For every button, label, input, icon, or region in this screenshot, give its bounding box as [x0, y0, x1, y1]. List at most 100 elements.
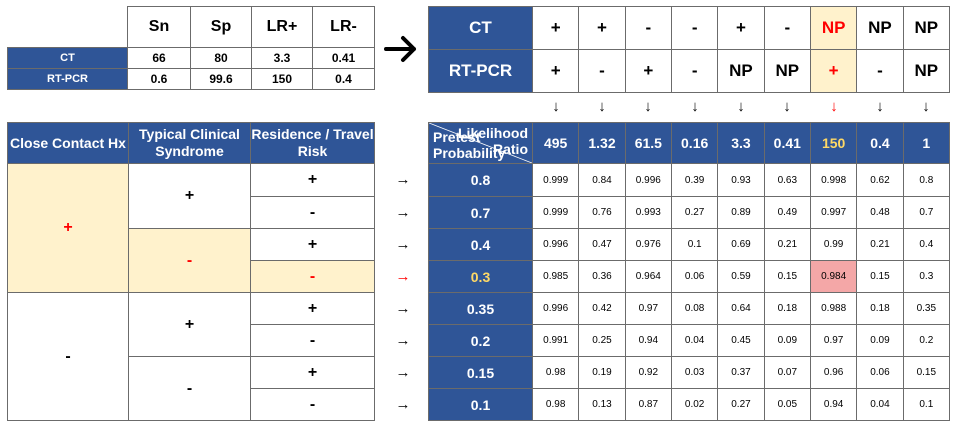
posttest-cell: 0.964 — [624, 260, 672, 293]
posttest-cell: 0.999 — [531, 196, 580, 229]
posttest-cell: 0.06 — [856, 356, 904, 389]
travel-cell: + — [250, 163, 375, 197]
contact-negative-cell: - — [7, 292, 129, 421]
posttest-cell: 0.69 — [717, 228, 765, 261]
down-arrow-icon: ↓ — [876, 98, 884, 115]
down-arrow-icon: ↓ — [552, 98, 560, 115]
posttest-cell: 0.18 — [856, 292, 904, 325]
posttest-cell: 0.99 — [809, 228, 858, 261]
down-arrow-icon: ↓ — [644, 98, 652, 115]
posttest-probability-table: Likelihood Ratio Pretest Probability 495… — [428, 122, 951, 421]
posttest-cell: 0.76 — [578, 196, 626, 229]
test-performance-table: Sn Sp LR+ LR- CT 66 80 3.3 0.41 RT-PCR 0… — [7, 6, 375, 90]
corner-label-pretest-probability: Pretest Probability — [433, 128, 506, 161]
posttest-cell: 0.2 — [902, 324, 951, 357]
posttest-cell: 0.997 — [809, 196, 858, 229]
posttest-cell: 0.84 — [578, 163, 626, 197]
posttest-row: 0.3 0.985 0.36 0.964 0.06 0.59 0.15 0.984 0.15 0.… — [428, 260, 951, 293]
combination-cell: NP — [902, 49, 951, 93]
posttest-cell: 0.63 — [763, 163, 811, 197]
corner-diagonal — [429, 123, 532, 163]
posttest-cell: 0.92 — [624, 356, 672, 389]
performance-header-lr-pos: LR+ — [251, 6, 313, 48]
combination-cell: - — [578, 49, 626, 93]
posttest-cell: 0.02 — [670, 388, 719, 421]
right-arrow-icon: → — [395, 171, 411, 188]
syndrome-cell: + — [128, 163, 251, 229]
posttest-cell: 0.13 — [578, 388, 626, 421]
posttest-cell: 0.89 — [717, 196, 765, 229]
scenario-row: - — [8, 324, 375, 357]
combination-cell: - — [856, 49, 904, 93]
likelihood-ratio-cell: 495 — [531, 122, 580, 164]
posttest-cell: 0.7 — [902, 196, 951, 229]
right-arrow-icon — [384, 36, 416, 62]
combination-cell-highlighted: + — [809, 49, 858, 93]
posttest-cell: 0.98 — [531, 356, 580, 389]
posttest-cell: 0.996 — [531, 228, 580, 261]
posttest-cell: 0.27 — [670, 196, 719, 229]
pretest-probability-cell: 0.4 — [428, 228, 533, 261]
pretest-probability-cell: 0.35 — [428, 292, 533, 325]
pretest-probability-cell: 0.2 — [428, 324, 533, 357]
scenario-row: + + + — [7, 163, 375, 293]
performance-row-label: CT — [7, 47, 128, 69]
posttest-cell: 0.49 — [763, 196, 811, 229]
combination-row-label-rtpcr: RT-PCR — [428, 49, 533, 93]
posttest-cell: 0.976 — [624, 228, 672, 261]
posttest-cell: 0.47 — [578, 228, 626, 261]
scenario-header-row: Close Contact Hx Typical Clinical Syndro… — [7, 122, 375, 164]
posttest-row: 0.8 0.999 0.84 0.996 0.39 0.93 0.63 0.998 0.62 0.… — [428, 163, 951, 197]
right-arrow-icon: → — [395, 300, 411, 317]
combination-cell: NP — [902, 6, 951, 50]
posttest-cell: 0.999 — [531, 163, 580, 197]
travel-cell: + — [250, 292, 375, 325]
posttest-cell-highlighted: 0.984 — [809, 260, 858, 293]
combination-cell-highlighted: NP — [809, 6, 858, 50]
posttest-cell: 0.45 — [717, 324, 765, 357]
combination-row-rtpcr: RT-PCR + - + - NP NP + - NP — [428, 49, 951, 93]
combination-cell: NP — [717, 49, 765, 93]
posttest-cell: 0.985 — [531, 260, 580, 293]
posttest-cell: 0.8 — [902, 163, 951, 197]
posttest-cell: 0.993 — [624, 196, 672, 229]
scenario-row: - — [8, 196, 375, 229]
combination-cell: + — [578, 6, 626, 50]
posttest-cell: 0.15 — [856, 260, 904, 293]
posttest-cell: 0.09 — [856, 324, 904, 357]
posttest-cell: 0.15 — [763, 260, 811, 293]
combination-cell: + — [624, 49, 672, 93]
posttest-cell: 0.06 — [670, 260, 719, 293]
clinical-scenario-table: Close Contact Hx Typical Clinical Syndro… — [7, 122, 375, 421]
likelihood-ratio-cell: 0.4 — [856, 122, 904, 164]
posttest-cell: 0.08 — [670, 292, 719, 325]
posttest-cell: 0.36 — [578, 260, 626, 293]
posttest-cell: 0.27 — [717, 388, 765, 421]
combination-cell: + — [717, 6, 765, 50]
combination-cell: + — [531, 49, 580, 93]
posttest-row: 0.7 0.999 0.76 0.993 0.27 0.89 0.49 0.997 0.48 0.… — [428, 196, 951, 229]
down-arrow-icon: ↓ — [737, 98, 745, 115]
right-arrow-icon: → — [395, 236, 411, 253]
posttest-cell: 0.991 — [531, 324, 580, 357]
posttest-cell: 0.988 — [809, 292, 858, 325]
scenario-header-travel: Residence / Travel Risk — [250, 122, 375, 164]
down-arrow-icon: ↓ — [598, 98, 606, 115]
travel-cell: - — [250, 324, 375, 357]
travel-cell: + — [250, 356, 375, 389]
posttest-cell: 0.21 — [856, 228, 904, 261]
posttest-cell: 0.62 — [856, 163, 904, 197]
performance-row-rtpcr: RT-PCR 0.6 99.6 150 0.4 — [7, 68, 375, 90]
posttest-cell: 0.4 — [902, 228, 951, 261]
contact-positive-cell: + — [7, 163, 129, 293]
test-combinations-table: CT + + - - + - NP NP NP RT-PCR + - + - N… — [428, 6, 951, 93]
corner-header: Likelihood Ratio Pretest Probability — [428, 122, 533, 164]
posttest-cell: 0.97 — [624, 292, 672, 325]
posttest-cell: 0.98 — [531, 388, 580, 421]
posttest-cell: 0.04 — [856, 388, 904, 421]
performance-cell: 66 — [127, 47, 191, 69]
scenario-header-syndrome: Typical Clinical Syndrome — [128, 122, 251, 164]
posttest-cell: 0.1 — [902, 388, 951, 421]
posttest-cell: 0.996 — [624, 163, 672, 197]
performance-header-row: Sn Sp LR+ LR- — [7, 6, 375, 48]
